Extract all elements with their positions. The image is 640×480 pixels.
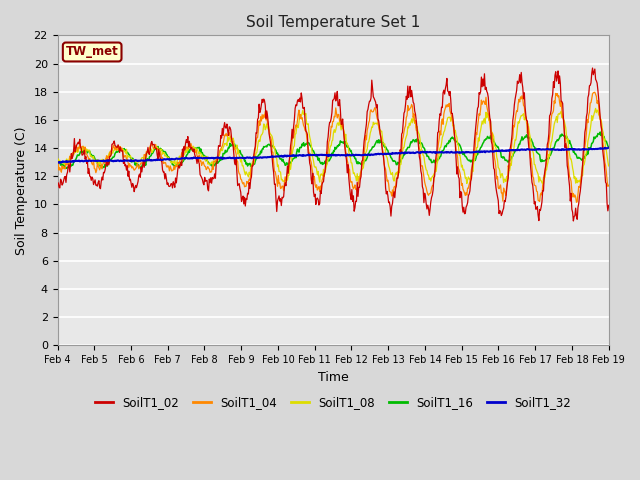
SoilT1_32 [605,145,612,151]
SoilT1_04 [63,162,71,168]
Title: Soil Temperature Set 1: Soil Temperature Set 1 [246,15,420,30]
SoilT1_16 [596,129,604,135]
SoilT1_04 [605,182,612,188]
SoilT1_16 [206,162,214,168]
SoilT1_02 [570,218,577,224]
SoilT1_04 [205,166,213,172]
SoilT1_04 [177,156,184,162]
SoilT1_02 [605,203,612,208]
SoilT1_16 [61,166,69,171]
SoilT1_32 [65,159,72,165]
SoilT1_08 [592,106,600,111]
SoilT1_08 [400,145,408,151]
SoilT1_08 [63,157,71,163]
SoilT1_16 [605,144,612,150]
Line: SoilT1_08: SoilT1_08 [58,108,609,184]
SoilT1_02 [589,65,596,71]
SoilT1_16 [177,162,185,168]
SoilT1_02 [400,110,408,116]
Y-axis label: Soil Temperature (C): Soil Temperature (C) [15,126,28,254]
SoilT1_04 [573,199,580,205]
SoilT1_32 [54,160,62,166]
SoilT1_32 [177,156,185,162]
X-axis label: Time: Time [317,371,348,384]
Line: SoilT1_16: SoilT1_16 [58,132,609,168]
SoilT1_04 [120,154,128,160]
SoilT1_02 [63,169,71,175]
SoilT1_04 [416,147,424,153]
Line: SoilT1_04: SoilT1_04 [58,92,609,202]
Legend: SoilT1_02, SoilT1_04, SoilT1_08, SoilT1_16, SoilT1_32: SoilT1_02, SoilT1_04, SoilT1_08, SoilT1_… [90,392,576,414]
Line: SoilT1_02: SoilT1_02 [58,68,609,221]
SoilT1_02 [416,157,424,163]
SoilT1_02 [177,163,184,169]
SoilT1_02 [54,181,61,187]
SoilT1_16 [65,164,72,170]
SoilT1_16 [417,140,425,146]
SoilT1_08 [177,156,184,161]
SoilT1_08 [120,148,128,154]
SoilT1_16 [54,156,61,162]
SoilT1_32 [401,149,408,155]
SoilT1_08 [539,181,547,187]
SoilT1_04 [400,129,408,135]
SoilT1_08 [205,162,213,168]
SoilT1_32 [54,160,61,166]
SoilT1_04 [591,89,598,95]
SoilT1_08 [54,156,61,161]
SoilT1_04 [54,166,61,171]
SoilT1_02 [205,176,213,182]
Text: TW_met: TW_met [66,46,118,59]
Line: SoilT1_32: SoilT1_32 [58,148,609,163]
SoilT1_16 [121,147,129,153]
SoilT1_16 [401,150,408,156]
SoilT1_32 [417,149,425,155]
SoilT1_32 [206,155,214,161]
SoilT1_08 [605,163,612,169]
SoilT1_02 [120,156,128,162]
SoilT1_32 [121,158,129,164]
SoilT1_08 [416,137,424,143]
